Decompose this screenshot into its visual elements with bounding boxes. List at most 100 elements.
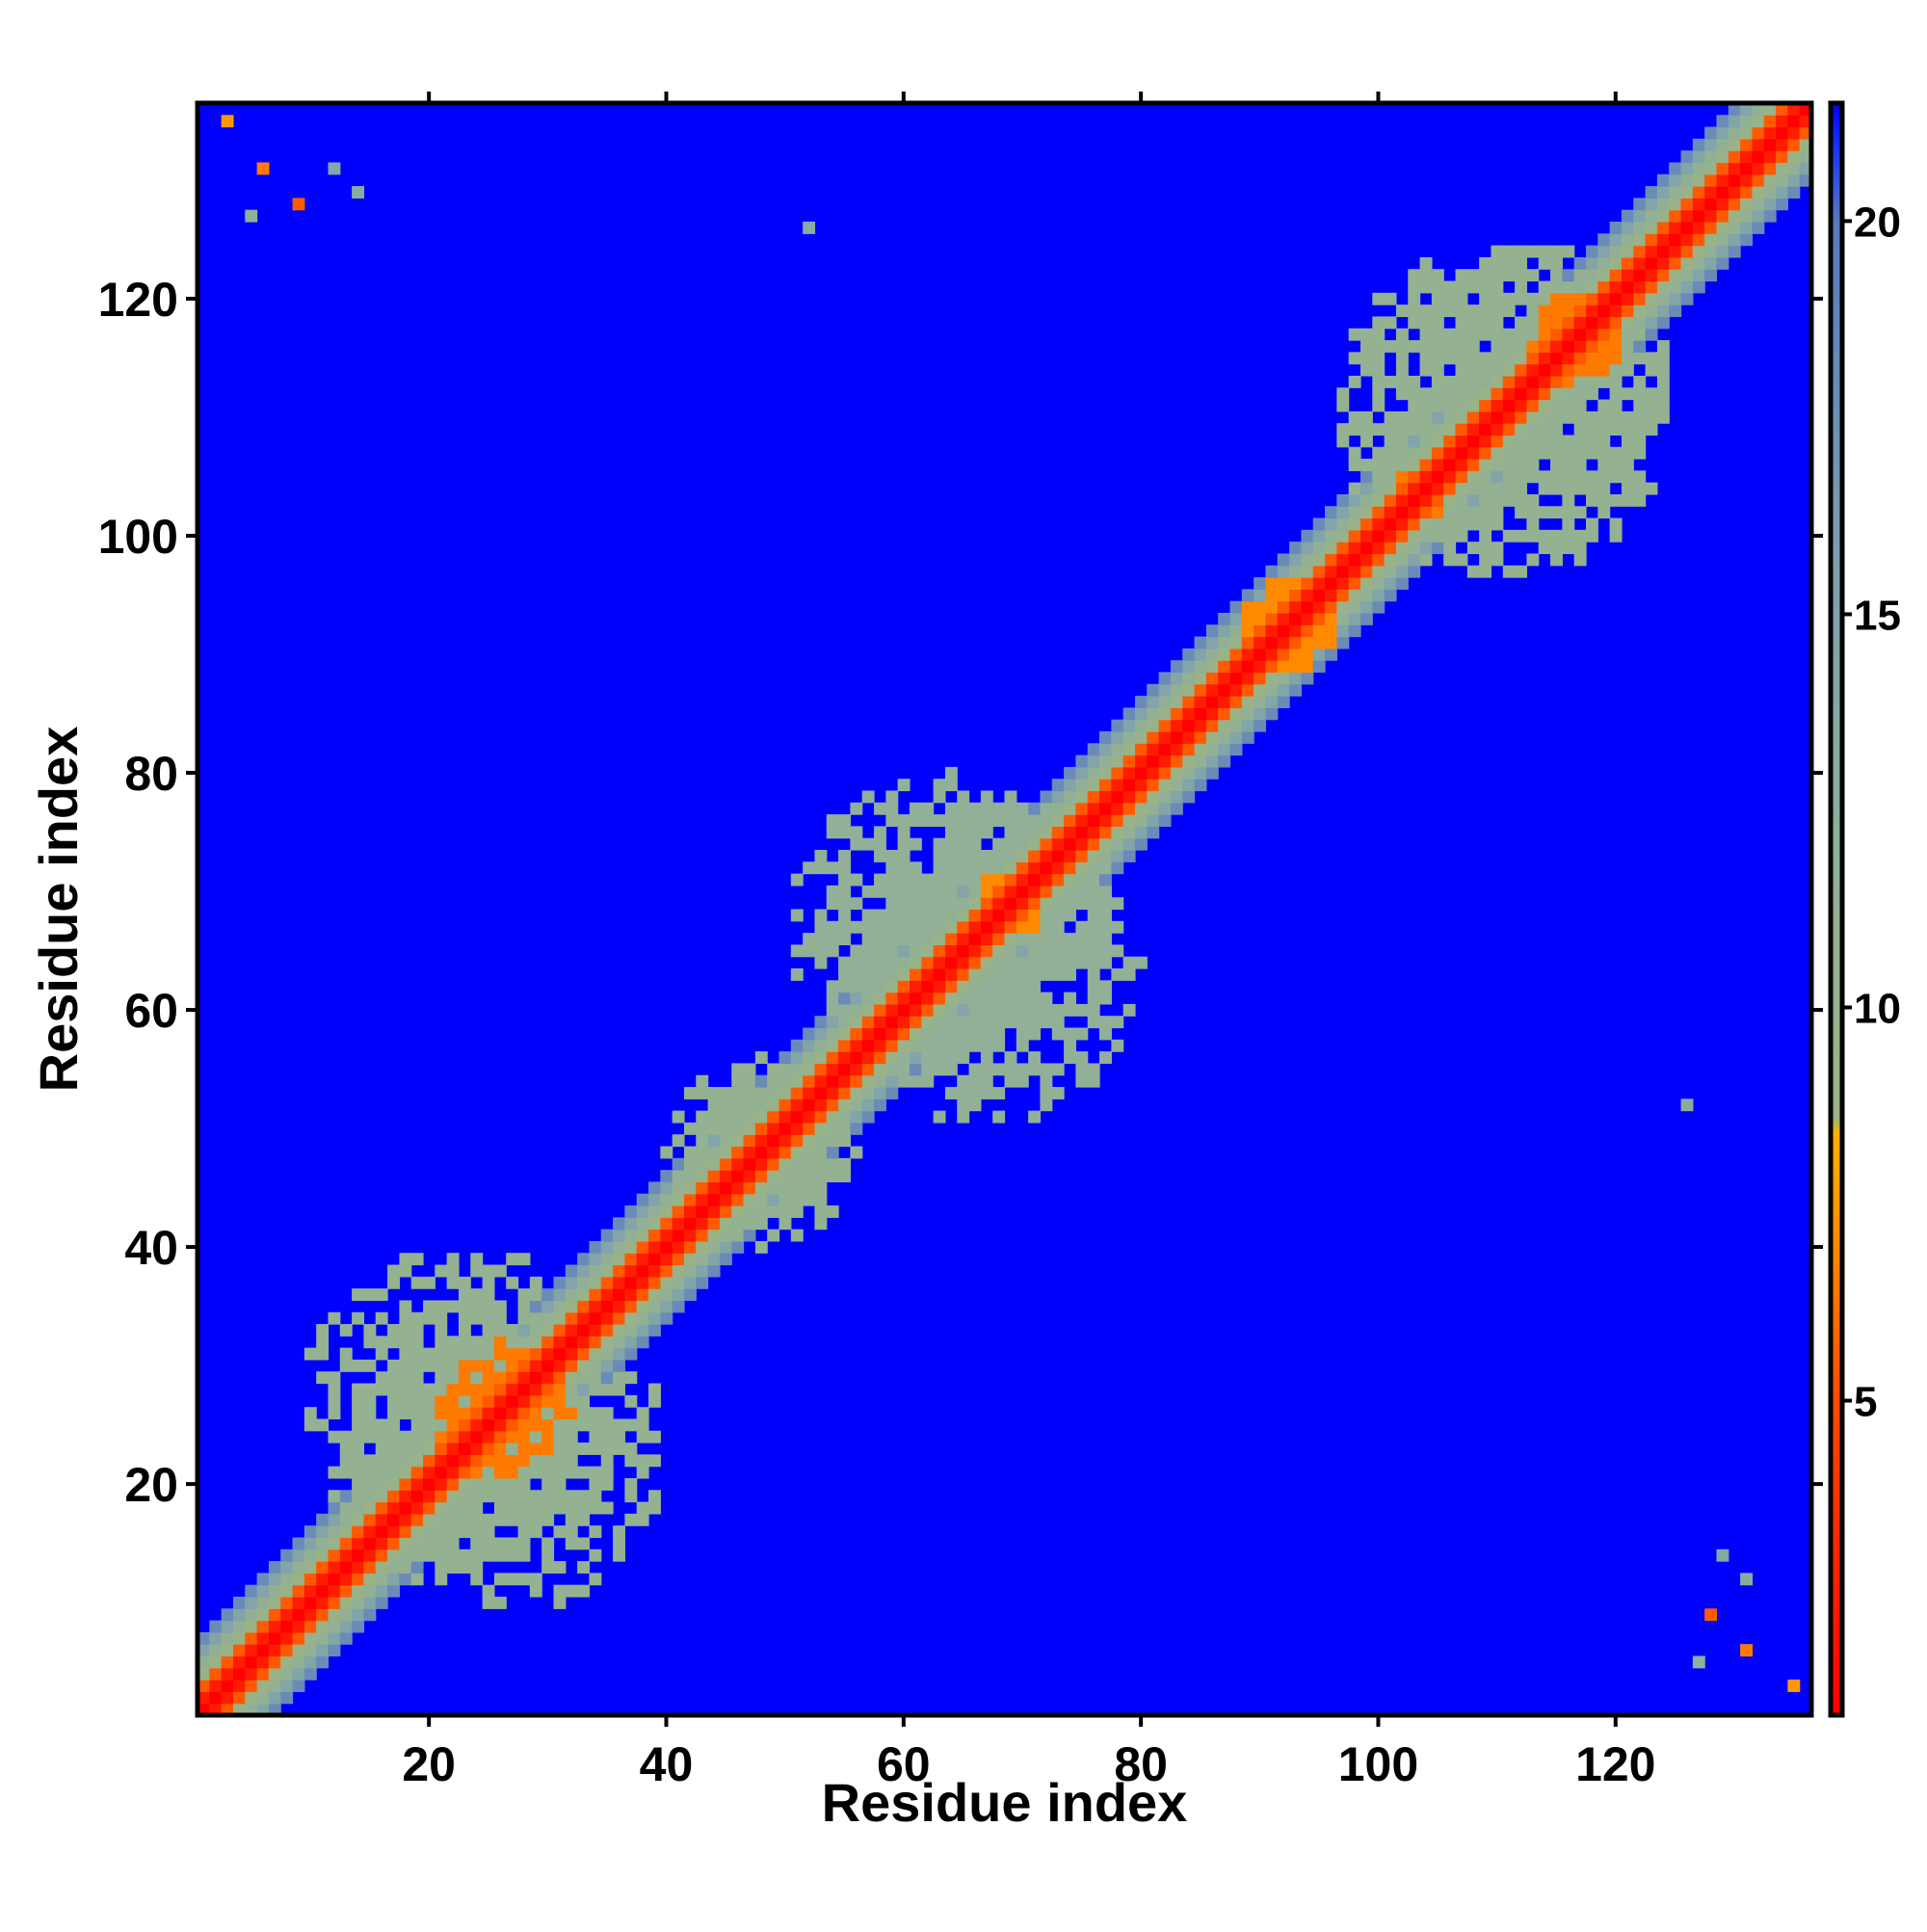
heatmap-cell bbox=[387, 1561, 400, 1574]
heatmap-cell bbox=[292, 1620, 305, 1633]
heatmap-cell bbox=[1051, 956, 1065, 969]
heatmap-cell bbox=[1763, 103, 1777, 116]
heatmap-cell bbox=[553, 1394, 567, 1408]
heatmap-cell bbox=[1265, 565, 1279, 578]
heatmap-cell bbox=[1431, 470, 1444, 484]
heatmap-cell bbox=[1656, 173, 1670, 187]
heatmap-cell bbox=[577, 1394, 591, 1408]
heatmap-cell bbox=[1621, 233, 1634, 247]
heatmap-cell bbox=[1122, 707, 1136, 721]
heatmap-cell bbox=[613, 1548, 625, 1562]
heatmap-cell bbox=[683, 1205, 697, 1218]
heatmap-cell bbox=[957, 933, 970, 945]
heatmap-cell bbox=[790, 1134, 804, 1148]
heatmap-cell bbox=[1633, 316, 1647, 330]
heatmap-cell bbox=[1289, 624, 1303, 638]
heatmap-cell bbox=[1656, 387, 1670, 401]
heatmap-cell bbox=[1573, 316, 1587, 330]
heatmap-cell bbox=[1740, 222, 1754, 234]
heatmap-cell bbox=[660, 1311, 673, 1325]
heatmap-cell bbox=[1384, 340, 1397, 353]
heatmap-cell bbox=[410, 1477, 424, 1491]
heatmap-cell bbox=[1669, 222, 1682, 234]
heatmap-cell bbox=[1573, 506, 1587, 519]
heatmap-cell bbox=[743, 1157, 756, 1171]
heatmap-cell bbox=[909, 1051, 922, 1065]
heatmap-cell bbox=[696, 1229, 709, 1242]
heatmap-cell bbox=[1372, 363, 1386, 377]
heatmap-cell bbox=[1408, 542, 1421, 555]
heatmap-cell bbox=[1419, 553, 1433, 567]
heatmap-cell bbox=[1550, 553, 1563, 567]
heatmap-cell bbox=[1016, 956, 1029, 969]
heatmap-cell bbox=[980, 897, 993, 911]
heatmap-cell bbox=[1419, 459, 1433, 471]
heatmap-cell bbox=[1692, 1655, 1705, 1669]
heatmap-cell bbox=[1431, 399, 1444, 412]
heatmap-cell bbox=[1265, 577, 1279, 590]
heatmap-cell bbox=[209, 1655, 223, 1669]
heatmap-cell bbox=[1669, 162, 1682, 175]
heatmap-cell bbox=[1609, 352, 1623, 365]
heatmap-cell bbox=[767, 1134, 780, 1148]
heatmap-cell bbox=[1194, 660, 1207, 674]
heatmap-cell bbox=[1526, 506, 1540, 519]
heatmap-cell bbox=[933, 980, 946, 993]
heatmap-cell bbox=[885, 885, 899, 898]
heatmap-cell bbox=[1443, 506, 1457, 519]
heatmap-cell bbox=[1099, 897, 1112, 911]
heatmap-cell bbox=[1040, 933, 1053, 945]
heatmap-cell bbox=[1740, 209, 1754, 223]
heatmap-cell bbox=[1562, 542, 1575, 555]
heatmap-cell bbox=[1466, 517, 1480, 531]
heatmap-cell bbox=[613, 1288, 625, 1302]
heatmap-cell bbox=[874, 1087, 886, 1099]
heatmap-cell bbox=[352, 1501, 365, 1515]
heatmap-cell bbox=[280, 1561, 294, 1574]
heatmap-cell bbox=[1301, 660, 1314, 674]
heatmap-cell bbox=[1645, 222, 1658, 234]
heatmap-cell bbox=[1728, 126, 1741, 140]
heatmap-cell bbox=[1051, 933, 1065, 945]
heatmap-cell bbox=[1431, 375, 1444, 388]
heatmap-cell bbox=[1325, 553, 1337, 567]
heatmap-cell bbox=[1336, 387, 1350, 401]
heatmap-cell bbox=[1395, 542, 1409, 555]
heatmap-cell bbox=[268, 1644, 281, 1657]
heatmap-cell bbox=[1051, 920, 1065, 934]
heatmap-cell bbox=[541, 1347, 555, 1361]
heatmap-cell bbox=[1597, 292, 1611, 305]
heatmap-cell bbox=[921, 968, 935, 981]
heatmap-cell bbox=[1752, 150, 1765, 164]
heatmap-cell bbox=[1526, 328, 1540, 341]
heatmap-cell bbox=[589, 1347, 602, 1361]
heatmap-cell bbox=[363, 1596, 377, 1609]
heatmap-cell bbox=[1419, 387, 1433, 401]
heatmap-cell bbox=[458, 1418, 471, 1432]
heatmap-cell bbox=[1028, 1110, 1042, 1124]
heatmap-cell bbox=[624, 1477, 638, 1491]
heatmap-cell bbox=[1384, 529, 1397, 543]
heatmap-cell bbox=[1656, 280, 1670, 294]
heatmap-cell bbox=[1491, 245, 1504, 258]
heatmap-cell bbox=[541, 1324, 555, 1337]
heatmap-cell bbox=[1241, 589, 1254, 602]
heatmap-cell bbox=[1573, 482, 1587, 495]
heatmap-cell bbox=[1526, 517, 1540, 531]
heatmap-cell bbox=[1147, 707, 1160, 721]
heatmap-cell bbox=[1111, 790, 1124, 804]
heatmap-cell bbox=[446, 1490, 460, 1503]
heatmap-cell bbox=[933, 992, 946, 1005]
heatmap-cell bbox=[1122, 766, 1136, 780]
heatmap-cell bbox=[980, 861, 993, 875]
heatmap-cell bbox=[1051, 837, 1065, 851]
heatmap-cell bbox=[779, 1051, 792, 1065]
heatmap-cell bbox=[696, 1074, 709, 1088]
heatmap-cell bbox=[1787, 150, 1801, 164]
heatmap-cell bbox=[387, 1264, 400, 1278]
heatmap-cell bbox=[933, 1027, 946, 1041]
heatmap-cell bbox=[1408, 517, 1421, 531]
heatmap-cell bbox=[779, 1074, 792, 1088]
heatmap-cell bbox=[304, 1418, 317, 1432]
heatmap-cell bbox=[1158, 696, 1172, 708]
